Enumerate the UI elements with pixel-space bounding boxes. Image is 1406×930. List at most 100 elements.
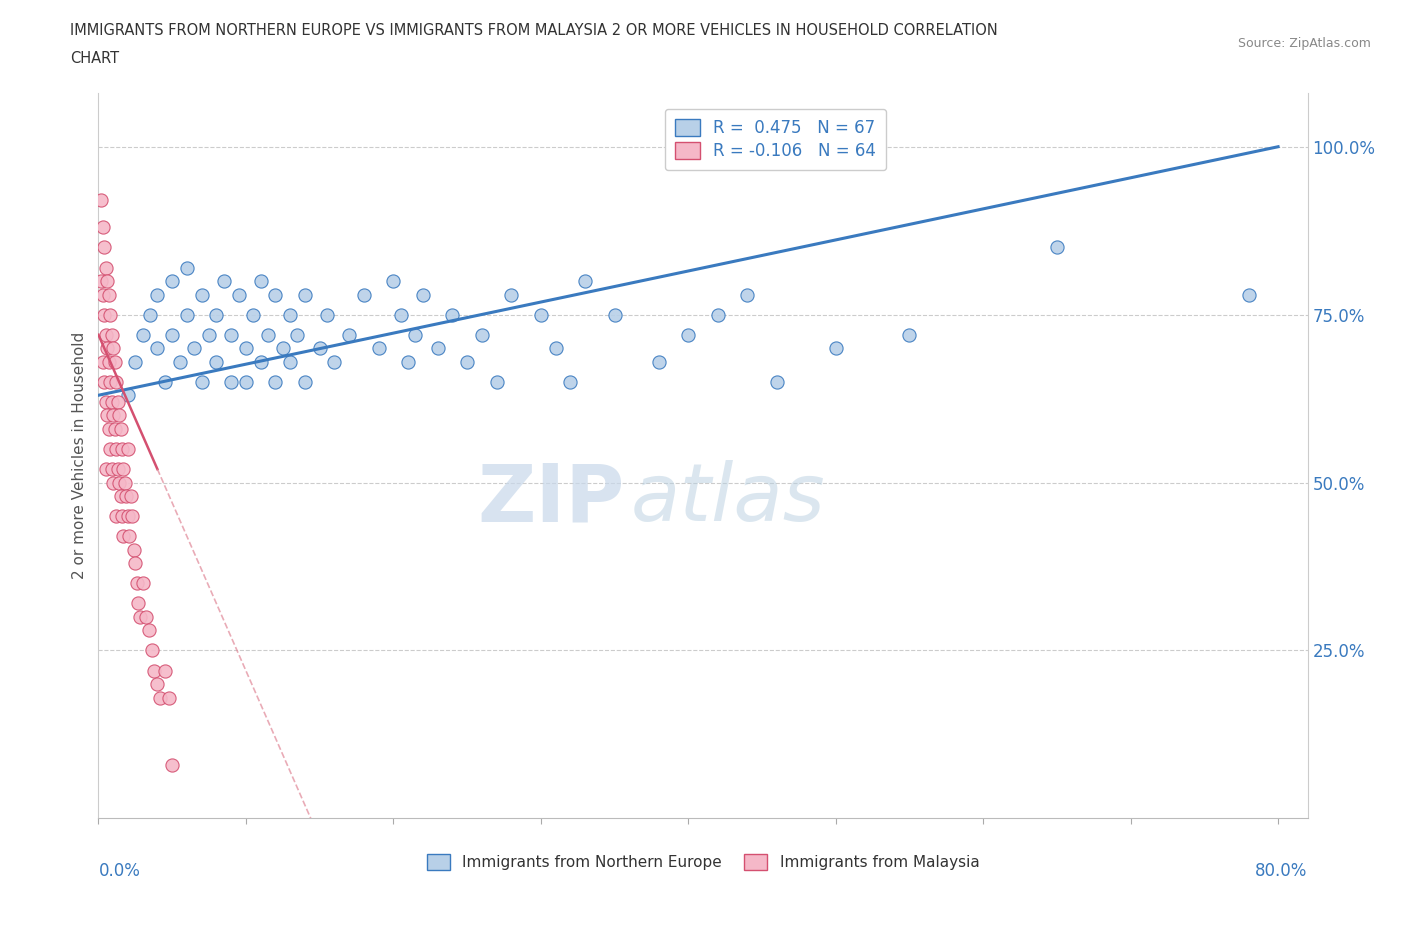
Point [98,442,121,457]
Point [219,327,242,342]
Point [198,327,221,342]
Point [91,354,114,369]
Point [101,408,124,423]
Point [97,354,120,369]
Text: CHART: CHART [70,51,120,66]
Point [190,375,212,390]
Legend: Immigrants from Northern Europe, Immigrants from Malaysia: Immigrants from Northern Europe, Immigra… [420,848,986,876]
Point [560,375,582,390]
Point [90,273,112,288]
Point [190,287,212,302]
Point [1046,240,1069,255]
Point [112,461,135,476]
Point [107,394,129,409]
Point [706,307,728,322]
Point [396,354,419,369]
Point [176,260,198,275]
Point [228,287,250,302]
Point [316,307,339,322]
Point [382,273,405,288]
Point [91,219,114,234]
Text: Source: ZipAtlas.com: Source: ZipAtlas.com [1237,37,1371,50]
Point [105,442,128,457]
Point [735,287,758,302]
Point [124,556,146,571]
Point [96,273,118,288]
Point [264,287,287,302]
Point [108,475,131,490]
Point [441,307,464,322]
Point [219,375,242,390]
Point [264,375,287,390]
Point [404,327,426,342]
Point [544,340,567,355]
Point [160,757,183,772]
Point [117,388,139,403]
Point [149,690,172,705]
Point [143,663,166,678]
Point [93,240,115,255]
Point [153,663,176,678]
Point [412,287,434,302]
Text: 0.0%: 0.0% [98,862,141,880]
Point [176,307,198,322]
Point [91,287,114,302]
Point [603,307,626,322]
Point [271,340,294,355]
Text: ZIP: ZIP [477,460,624,538]
Point [118,529,141,544]
Point [115,488,138,503]
Point [824,340,846,355]
Point [205,307,228,322]
Point [294,375,316,390]
Point [249,354,271,369]
Point [471,327,494,342]
Point [574,273,596,288]
Point [122,542,145,557]
Point [111,442,134,457]
Point [110,488,132,503]
Point [389,307,412,322]
Point [157,690,180,705]
Point [121,509,143,524]
Point [100,461,122,476]
Point [135,609,157,624]
Point [323,354,346,369]
Point [1237,287,1260,302]
Point [530,307,553,322]
Y-axis label: 2 or more Vehicles in Household: 2 or more Vehicles in Household [72,332,87,579]
Point [287,327,309,342]
Point [146,287,169,302]
Point [139,307,162,322]
Point [456,354,478,369]
Point [353,287,375,302]
Point [98,307,121,322]
Point [308,340,330,355]
Point [111,509,134,524]
Point [104,421,127,436]
Point [678,327,700,342]
Point [101,340,124,355]
Point [426,340,449,355]
Point [124,354,146,369]
Point [278,307,301,322]
Point [153,375,176,390]
Point [183,340,205,355]
Point [257,327,280,342]
Point [501,287,523,302]
Point [94,461,117,476]
Point [127,596,149,611]
Point [105,375,128,390]
Text: IMMIGRANTS FROM NORTHERN EUROPE VS IMMIGRANTS FROM MALAYSIA 2 OR MORE VEHICLES I: IMMIGRANTS FROM NORTHERN EUROPE VS IMMIG… [70,23,998,38]
Point [94,394,117,409]
Point [96,340,118,355]
Point [485,375,508,390]
Point [97,287,120,302]
Point [105,509,128,524]
Point [212,273,235,288]
Point [242,307,264,322]
Point [93,375,115,390]
Point [100,394,122,409]
Point [94,260,117,275]
Point [337,327,360,342]
